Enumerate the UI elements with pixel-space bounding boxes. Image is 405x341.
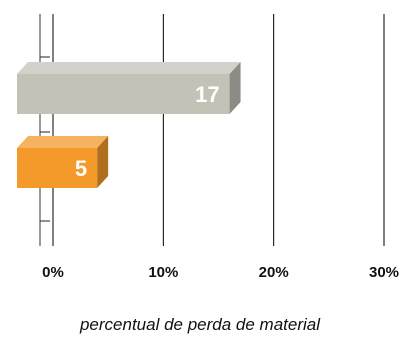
bar-1-top	[17, 62, 241, 74]
x-axis-title: percentual de perda de material	[79, 315, 321, 334]
x-tick-label: 10%	[148, 264, 178, 281]
bar-1	[17, 74, 230, 114]
bar-1-value-label: 17	[195, 82, 219, 107]
x-tick-label: 20%	[259, 264, 289, 281]
x-tick-label: 0%	[42, 264, 64, 281]
bar-2-top	[17, 136, 109, 148]
bar-2-side	[97, 136, 109, 188]
x-tick-label: 30%	[369, 264, 399, 281]
bar-1-side	[229, 62, 241, 114]
bar-2	[17, 148, 98, 188]
bar-2-value-label: 5	[75, 156, 87, 181]
